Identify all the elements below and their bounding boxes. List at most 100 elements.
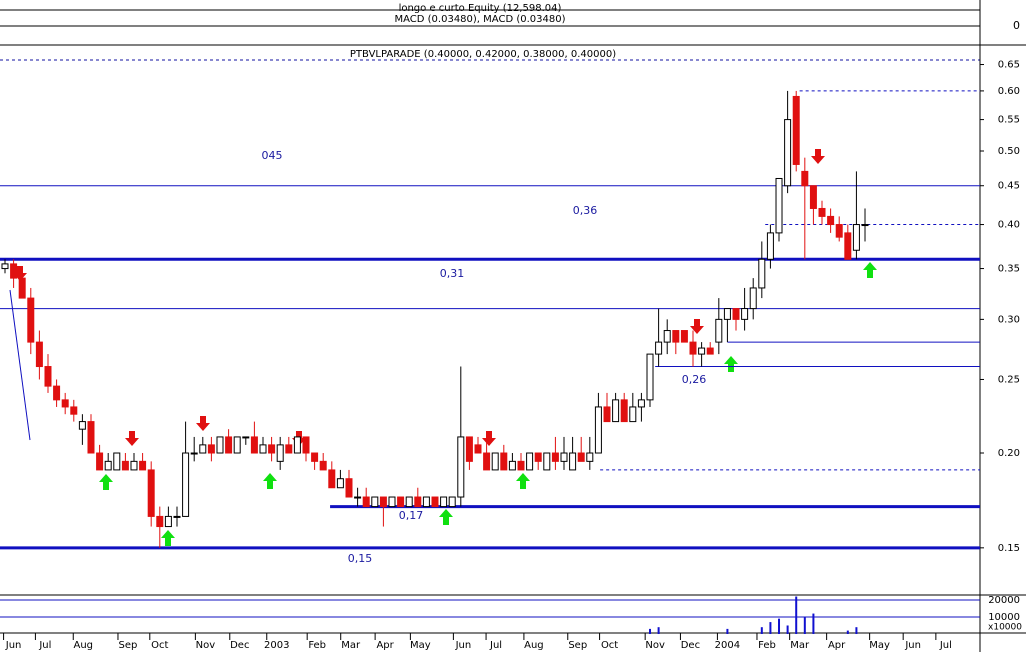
annotation: 0,17 xyxy=(399,509,424,522)
candle-body xyxy=(500,452,508,471)
candle-body xyxy=(319,460,327,471)
candle-body xyxy=(474,444,482,454)
candle-body xyxy=(448,496,456,508)
annotation: 0,26 xyxy=(682,373,707,386)
indicator-label: MACD (0.03480), MACD (0.03480) xyxy=(395,14,566,25)
candle-body xyxy=(809,185,817,209)
candle-body xyxy=(723,308,731,320)
candle-body xyxy=(844,232,852,260)
candle-body xyxy=(508,460,516,471)
x-tick-label: Nov xyxy=(196,640,216,651)
candle-body xyxy=(483,452,491,471)
candle-body xyxy=(242,436,250,439)
x-tick-label: Feb xyxy=(308,640,326,651)
candle-body xyxy=(139,460,147,471)
candle-body xyxy=(18,277,26,299)
buy-arrow xyxy=(161,530,175,546)
annotation: 0,31 xyxy=(440,267,465,280)
volume-bar xyxy=(649,628,652,634)
x-tick-label: Dec xyxy=(230,640,249,651)
x-tick-label: Nov xyxy=(645,640,665,651)
candle-body xyxy=(336,478,344,489)
candle-body xyxy=(698,347,706,355)
volume-tick-label: 10000 xyxy=(988,612,1020,623)
candle-body xyxy=(70,406,78,415)
candle-body xyxy=(431,496,439,508)
x-tick-label: Jul xyxy=(939,640,952,651)
chart-title: PTBVLPARADE (0.40000, 0.42000, 0.38000, … xyxy=(350,49,616,60)
indicator-label: longo e curto Equity (12,598.04) xyxy=(399,3,562,14)
x-tick-label: Sep xyxy=(119,640,138,651)
candle-body xyxy=(852,224,860,251)
candle-body xyxy=(156,515,164,528)
x-tick-label: Feb xyxy=(758,640,776,651)
candle-body xyxy=(1,263,9,270)
annotation: 0,15 xyxy=(348,552,373,565)
x-tick-label: Jul xyxy=(38,640,51,651)
x-tick-label: 2004 xyxy=(715,640,740,651)
candle-body xyxy=(706,347,714,355)
x-tick-label: Oct xyxy=(601,640,618,651)
candle-body xyxy=(534,452,542,462)
candle-body xyxy=(414,496,422,508)
buy-arrows xyxy=(99,262,877,546)
x-tick-label: Dec xyxy=(681,640,700,651)
y-tick-label: 0.15 xyxy=(998,543,1020,554)
candle-body xyxy=(491,452,499,471)
candle-body xyxy=(233,436,241,454)
y-tick-label: 0.60 xyxy=(998,86,1020,97)
y-tick-label: 0.50 xyxy=(998,146,1020,157)
volume-bar xyxy=(795,596,798,634)
candle-body xyxy=(577,452,585,462)
candle-body xyxy=(586,452,594,462)
candle-body xyxy=(655,341,663,355)
candle-body xyxy=(354,496,362,499)
buy-arrow xyxy=(516,473,530,489)
sell-arrow xyxy=(13,266,27,281)
x-tick-label: Aug xyxy=(524,640,544,651)
candle-body xyxy=(44,366,52,387)
candle-body xyxy=(766,232,774,260)
candle-body xyxy=(113,452,121,471)
volume-bar xyxy=(855,627,858,634)
candle-body xyxy=(551,452,559,462)
candle-body xyxy=(457,436,465,498)
signal-arrows xyxy=(13,149,877,546)
candle-body xyxy=(465,436,473,462)
candle-body xyxy=(663,330,671,343)
volume-bar xyxy=(760,627,763,634)
x-tick-label: Mar xyxy=(790,640,810,651)
volume-bar xyxy=(803,616,806,634)
candle-body xyxy=(362,496,370,508)
sell-arrow xyxy=(811,149,825,164)
candle-body xyxy=(345,478,353,498)
candle-body xyxy=(629,406,637,423)
candle-body xyxy=(672,330,680,343)
candle-body xyxy=(792,95,800,165)
volume-bar xyxy=(769,622,772,634)
y-tick-label: 0.40 xyxy=(998,220,1020,231)
buy-arrow xyxy=(263,473,277,489)
candle-body xyxy=(225,436,233,454)
x-tick-label: May xyxy=(410,640,431,651)
candle-body xyxy=(646,353,654,401)
volume-bar xyxy=(846,630,849,634)
candle-body xyxy=(422,496,430,508)
candle-body xyxy=(96,452,104,471)
macd-tick-label: 0 xyxy=(1013,19,1020,32)
candle-body xyxy=(775,177,783,234)
candle-body xyxy=(732,308,740,320)
y-tick-label: 0.30 xyxy=(998,314,1020,325)
candle-body xyxy=(293,436,301,454)
candle-body xyxy=(861,224,869,227)
candle-body xyxy=(35,341,43,368)
sell-arrow xyxy=(482,431,496,446)
candle-body xyxy=(517,460,525,471)
x-tick-label: Oct xyxy=(151,640,168,651)
y-tick-label: 0.55 xyxy=(998,115,1020,126)
candle-body xyxy=(268,444,276,454)
candle-body xyxy=(835,224,843,238)
candle-body xyxy=(569,452,577,471)
candle-body xyxy=(758,258,766,289)
